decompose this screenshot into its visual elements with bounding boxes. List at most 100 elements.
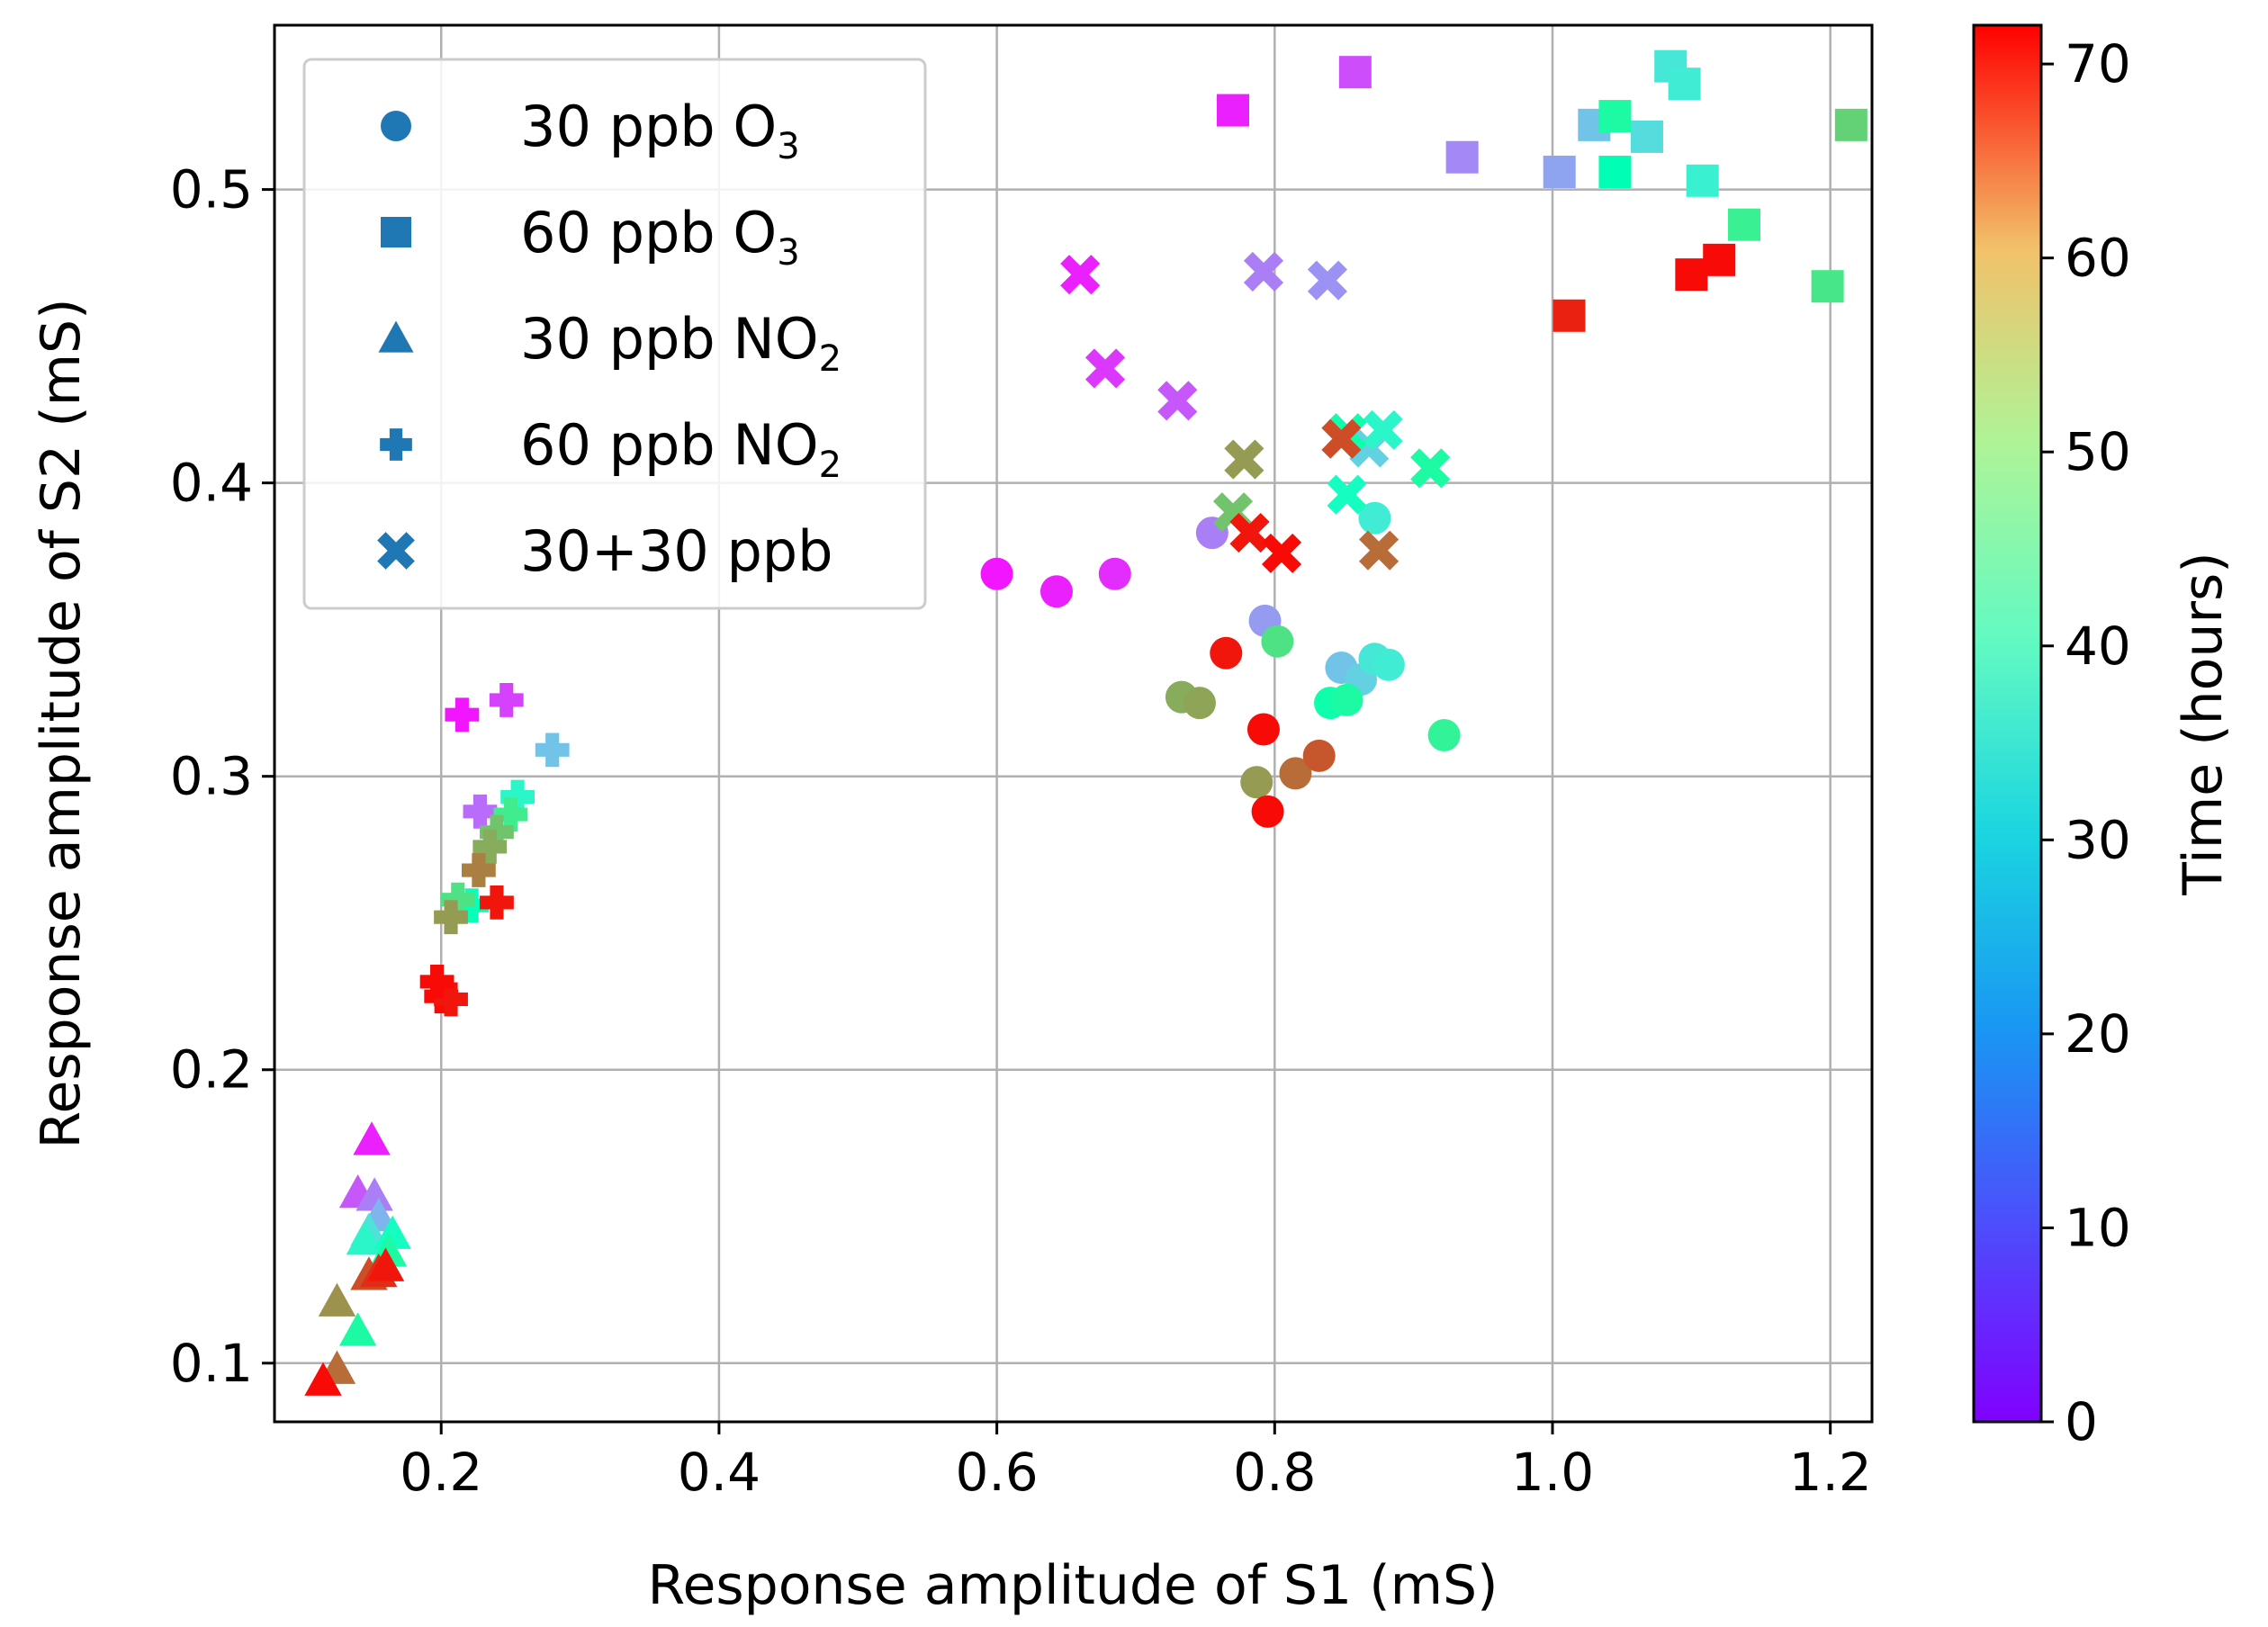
point-square <box>1543 156 1576 189</box>
legend-label: 30 ppb O3 <box>520 94 800 167</box>
plot-frame <box>273 23 1874 1424</box>
x-tick-label: 0.4 <box>678 1442 760 1503</box>
point-circle <box>1261 625 1294 658</box>
legend-marker-circle <box>381 111 411 141</box>
point-plus <box>419 965 454 999</box>
y-tick-label: 0.1 <box>170 1333 253 1394</box>
point-plus <box>472 830 508 864</box>
point-triangle <box>346 1221 384 1255</box>
point-circle <box>1098 557 1131 590</box>
point-square <box>1598 100 1632 133</box>
point-square <box>1686 164 1719 197</box>
legend-label: 60 ppb NO2 <box>520 412 842 486</box>
point-x <box>1084 348 1126 389</box>
point-plus <box>434 900 468 935</box>
point-square <box>1598 156 1632 189</box>
legend-label-main: 30 ppb NO <box>520 306 819 372</box>
point-circle <box>1240 766 1274 799</box>
legend-label-main: 60 ppb O <box>520 200 777 265</box>
point-square <box>1217 94 1249 127</box>
point-circle <box>1251 795 1284 828</box>
legend-label-main: 30+30 ppb <box>520 518 833 584</box>
point-x <box>1363 409 1403 451</box>
colorbar-tick-label: 10 <box>2065 1197 2131 1258</box>
legend-label-main: 60 ppb NO <box>520 412 819 478</box>
point-circle <box>1279 757 1312 790</box>
legend-label-subscript: 3 <box>777 232 799 274</box>
point-plus <box>440 882 475 917</box>
point-plus <box>480 814 514 849</box>
legend-box <box>302 58 927 610</box>
point-plus <box>461 853 496 887</box>
point-square <box>1552 299 1586 332</box>
point-circle <box>1372 648 1405 681</box>
x-tick-label: 1.2 <box>1789 1442 1872 1503</box>
legend-label: 30+30 ppb <box>520 518 833 584</box>
point-square <box>1445 140 1479 174</box>
point-plus <box>500 779 536 814</box>
point-circle <box>1210 636 1243 670</box>
point-square <box>1630 120 1663 153</box>
point-plus <box>493 797 528 831</box>
point-x <box>1410 448 1451 489</box>
legend-marker-x <box>377 532 415 570</box>
colorbar-tick-label: 40 <box>2065 616 2131 677</box>
colorbar: 0 10 20 30 40 50 60 70 Time (hours) <box>1972 23 2235 1452</box>
point-circle <box>1040 575 1073 608</box>
x-tick-label: 0.6 <box>955 1442 1038 1503</box>
x-tick-label: 0.2 <box>400 1442 482 1503</box>
legend-label-main: 30 ppb O <box>520 94 777 159</box>
x-axis-label: Response amplitude of S1 (mS) <box>647 1554 1498 1617</box>
colorbar-tick-label: 70 <box>2065 33 2131 94</box>
colorbar-gradient <box>1972 23 2043 1424</box>
legend-label: 60 ppb O3 <box>520 200 800 274</box>
colorbar-tick-label: 20 <box>2065 1003 2131 1065</box>
point-square <box>1338 56 1372 89</box>
legend-label: 30 ppb NO2 <box>520 306 842 380</box>
legend-label-subscript: 2 <box>819 338 842 380</box>
point-plus <box>489 683 524 717</box>
legend-label-subscript: 2 <box>819 445 842 486</box>
point-square <box>1834 108 1868 141</box>
colorbar-label: Time (hours) <box>2172 552 2235 895</box>
point-x <box>1307 260 1348 301</box>
y-tick-label: 0.3 <box>170 746 253 807</box>
point-plus <box>445 697 480 733</box>
point-square <box>1675 258 1708 292</box>
point-circle <box>1246 713 1280 746</box>
point-x <box>1243 251 1284 292</box>
point-square <box>1668 67 1701 101</box>
point-square <box>1728 208 1760 241</box>
point-circle <box>1302 739 1336 772</box>
point-plus <box>535 733 570 768</box>
legend-marker-square <box>381 217 411 247</box>
y-tick-label: 0.2 <box>170 1039 253 1101</box>
x-tick-label: 1.0 <box>1511 1442 1594 1503</box>
point-x <box>1359 530 1400 571</box>
point-x <box>1060 255 1101 295</box>
point-circle <box>1183 687 1216 720</box>
point-circle <box>1358 501 1391 535</box>
grid-lines <box>274 25 1872 1422</box>
legend-marker-plus <box>380 428 412 461</box>
point-circle <box>1330 683 1364 716</box>
point-triangle <box>374 1215 411 1249</box>
point-triangle <box>353 1121 391 1155</box>
point-x <box>1327 474 1367 515</box>
point-x <box>1224 439 1264 480</box>
point-x <box>1157 381 1198 421</box>
y-axis-label: Response amplitude of S2 (mS) <box>30 298 93 1148</box>
legend-marker-triangle <box>378 320 414 353</box>
point-triangle <box>338 1312 377 1346</box>
legend-label-subscript: 3 <box>777 126 799 167</box>
colorbar-tick-label: 30 <box>2065 809 2131 870</box>
point-circle <box>980 557 1013 590</box>
point-x <box>1261 533 1302 573</box>
colorbar-tick-label: 50 <box>2065 421 2131 482</box>
point-plus <box>434 982 468 1017</box>
point-x <box>1321 418 1362 459</box>
colorbar-tick-label: 0 <box>2065 1391 2098 1452</box>
point-triangle <box>366 1247 405 1281</box>
